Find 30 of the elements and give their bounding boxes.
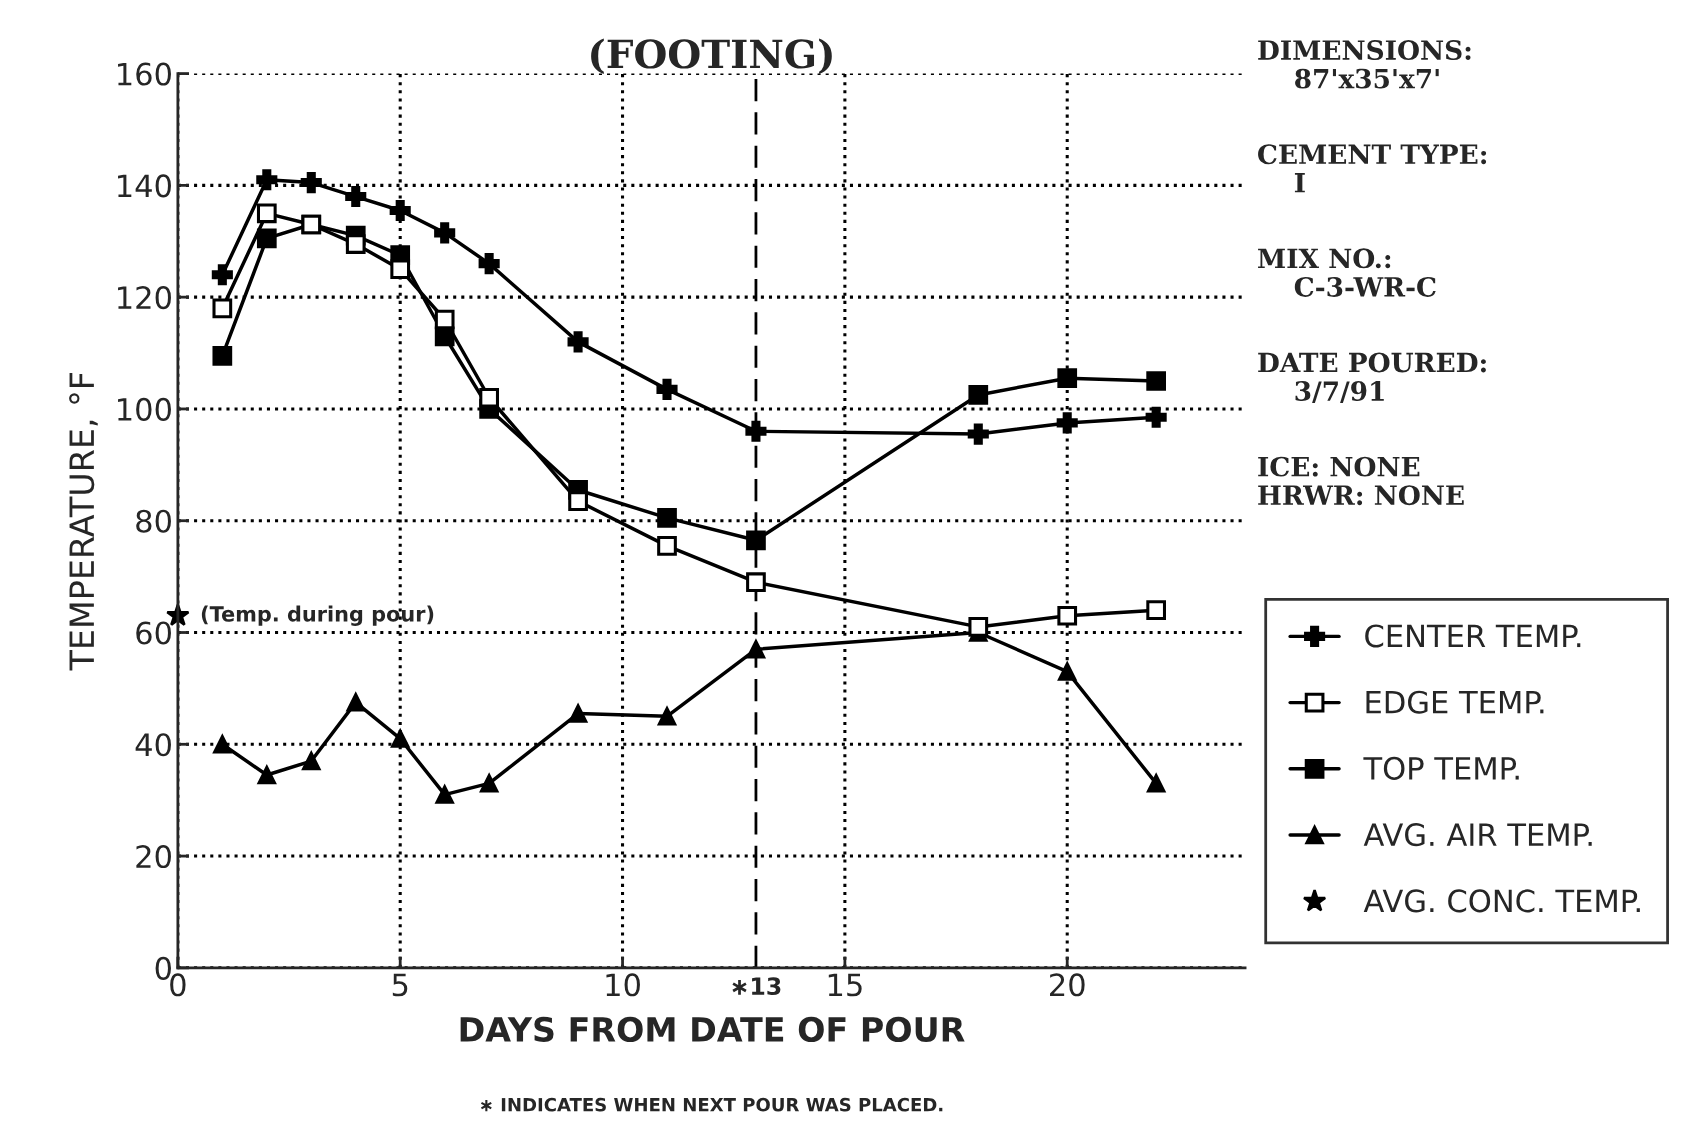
x-tick-label: 5 [392,973,408,997]
y-tick-label: 100 [118,397,171,421]
y-tick-label: 160 [118,62,171,86]
legend-label: AVG. AIR TEMP. [1363,823,1592,847]
x-tick-label: 0 [170,973,186,997]
x-axis-title: DAYS FROM DATE OF POUR [460,1016,965,1042]
text: DIMENSIONS: 87'x35'x7' [1258,40,1471,89]
y-tick-label: 80 [136,509,171,533]
y-tick-label: 140 [118,174,171,198]
y-tick-label: 20 [136,845,171,869]
ref-line-label: ∗13 [732,977,781,996]
text: CEMENT TYPE: I [1258,144,1487,193]
legend-label: TOP TEMP. [1363,756,1519,780]
chart-title: (FOOTING) [591,38,832,75]
y-tick-label: 0 [155,956,171,980]
y-tick-label: 60 [136,621,171,645]
legend-label: EDGE TEMP. [1366,690,1544,714]
y-tick-label: 120 [118,286,171,310]
y-axis-title: TEMPERATURE, °F [69,372,98,671]
x-tick-label: 20 [1050,973,1085,997]
x-tick-label: 10 [606,973,640,997]
text: DATE POURED: 3/7/91 [1258,352,1486,404]
y-tick-label: 40 [135,733,171,757]
legend-label: AVG. CONC. TEMP. [1363,889,1640,913]
annotation: (Temp. during pour) [201,605,434,626]
x-tick-label: 15 [828,973,862,997]
text: MIX NO.: C-3-WR-C [1258,248,1436,297]
legend-label: CENTER TEMP. [1365,624,1581,648]
text: ∗ INDICATES WHEN NEXT POUR WAS PLACED. [480,1097,943,1112]
text: ICE: NONE HRWR: NONE [1258,456,1464,506]
